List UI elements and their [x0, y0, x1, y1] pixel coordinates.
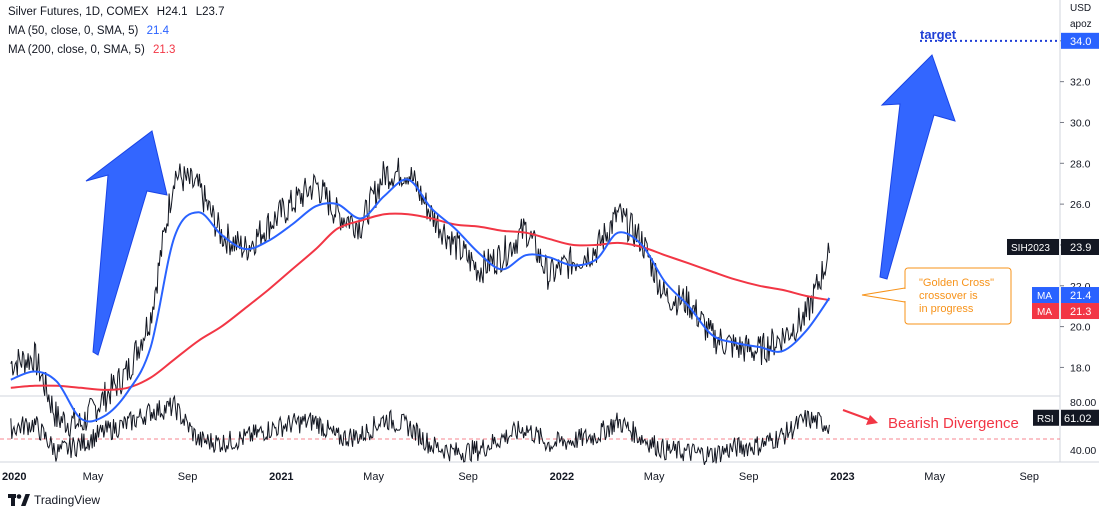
bearish-divergence-annotation: Bearish Divergence: [842, 409, 1019, 432]
ma200-price-badge: MA 21.3: [1032, 303, 1099, 320]
last-price-badge: SIH2023 23.9: [1007, 238, 1099, 255]
target-price-badge: 34.0: [1061, 32, 1099, 49]
price-tick-label: 32.0: [1070, 77, 1091, 89]
price-tick-label: 28.0: [1070, 158, 1091, 170]
uptrend-arrow-right: [879, 54, 956, 280]
time-tick-label: Sep: [178, 471, 198, 483]
rsi-tick-label: 40.00: [1070, 445, 1096, 457]
legend-ma200: MA (200, close, 0, SMA, 5) 21.3: [8, 44, 175, 56]
price-axis-ticks: 18.020.022.024.026.028.030.032.034.0: [1060, 36, 1091, 374]
price-tick-label: 30.0: [1070, 117, 1091, 129]
time-tick-label: May: [83, 471, 104, 483]
time-axis-ticks: 2020 May Sep 2021 May Sep 2022 May Sep 2023 May Sep: [2, 471, 1039, 483]
golden-cross-callout: "Golden Cross" crossover is in progress: [861, 267, 1012, 325]
time-tick-label: May: [363, 471, 384, 483]
rsi-tick-label: 80.00: [1070, 397, 1096, 409]
target-label: target: [920, 27, 957, 42]
svg-text:34.0: 34.0: [1070, 36, 1091, 48]
time-tick-label: May: [924, 471, 945, 483]
time-tick-label: Sep: [458, 471, 478, 483]
svg-text:21.3: 21.3: [1070, 306, 1091, 318]
legend-ma50-label: MA (50, close, 0, SMA, 5): [8, 25, 139, 37]
rsi-axis-ticks: 40.00 80.00: [1070, 397, 1096, 457]
svg-text:23.9: 23.9: [1070, 242, 1091, 254]
svg-text:SIH2023: SIH2023: [1011, 243, 1050, 254]
time-tick-label: 2022: [550, 471, 574, 483]
ma200-series-line: [10, 212, 830, 391]
axis-unit: apoz: [1070, 19, 1092, 30]
time-tick-label: May: [644, 471, 665, 483]
rsi-value-badge: RSI 61.02: [1033, 409, 1099, 426]
tradingview-logo-icon: [8, 494, 30, 506]
tradingview-branding[interactable]: TradingView: [8, 493, 100, 507]
legend-ma200-label: MA (200, close, 0, SMA, 5): [8, 44, 145, 56]
bearish-divergence-label: Bearish Divergence: [888, 415, 1019, 432]
golden-cross-line-1: "Golden Cross": [919, 277, 994, 289]
uptrend-arrow-left: [85, 130, 168, 356]
legend-symbol: Silver Futures, 1D, COMEX H24.1 L23.7: [8, 6, 224, 18]
price-tick-label: 26.0: [1070, 199, 1091, 211]
price-tick-label: 18.0: [1070, 362, 1091, 374]
svg-text:MA: MA: [1037, 291, 1052, 302]
ma50-series-line: [10, 178, 831, 423]
tradingview-brand: TradingView: [34, 493, 101, 507]
legend-ma50: MA (50, close, 0, SMA, 5) 21.4: [8, 25, 169, 37]
legend-symbol-name: Silver Futures, 1D, COMEX: [8, 6, 149, 18]
rsi-series-line: [10, 394, 830, 465]
time-tick-label: 2021: [269, 471, 293, 483]
svg-text:RSI: RSI: [1037, 414, 1054, 425]
time-tick-label: Sep: [1019, 471, 1039, 483]
legend-high: H24.1: [156, 6, 188, 18]
legend-low: L23.7: [195, 6, 225, 18]
time-tick-label: Sep: [739, 471, 759, 483]
ma50-price-badge: MA 21.4: [1032, 287, 1099, 304]
time-tick-label: 2023: [830, 471, 854, 483]
svg-text:MA: MA: [1037, 307, 1052, 318]
price-tick-label: 20.0: [1070, 322, 1091, 334]
svg-text:21.4: 21.4: [1070, 290, 1091, 302]
legend-ma50-value: 21.4: [146, 25, 169, 37]
golden-cross-line-3: in progress: [919, 303, 974, 315]
golden-cross-line-2: crossover is: [919, 290, 978, 302]
time-tick-label: 2020: [2, 471, 26, 483]
legend-ma200-value: 21.3: [152, 44, 176, 56]
axis-currency: USD: [1070, 3, 1091, 14]
svg-text:61.02: 61.02: [1064, 413, 1092, 425]
